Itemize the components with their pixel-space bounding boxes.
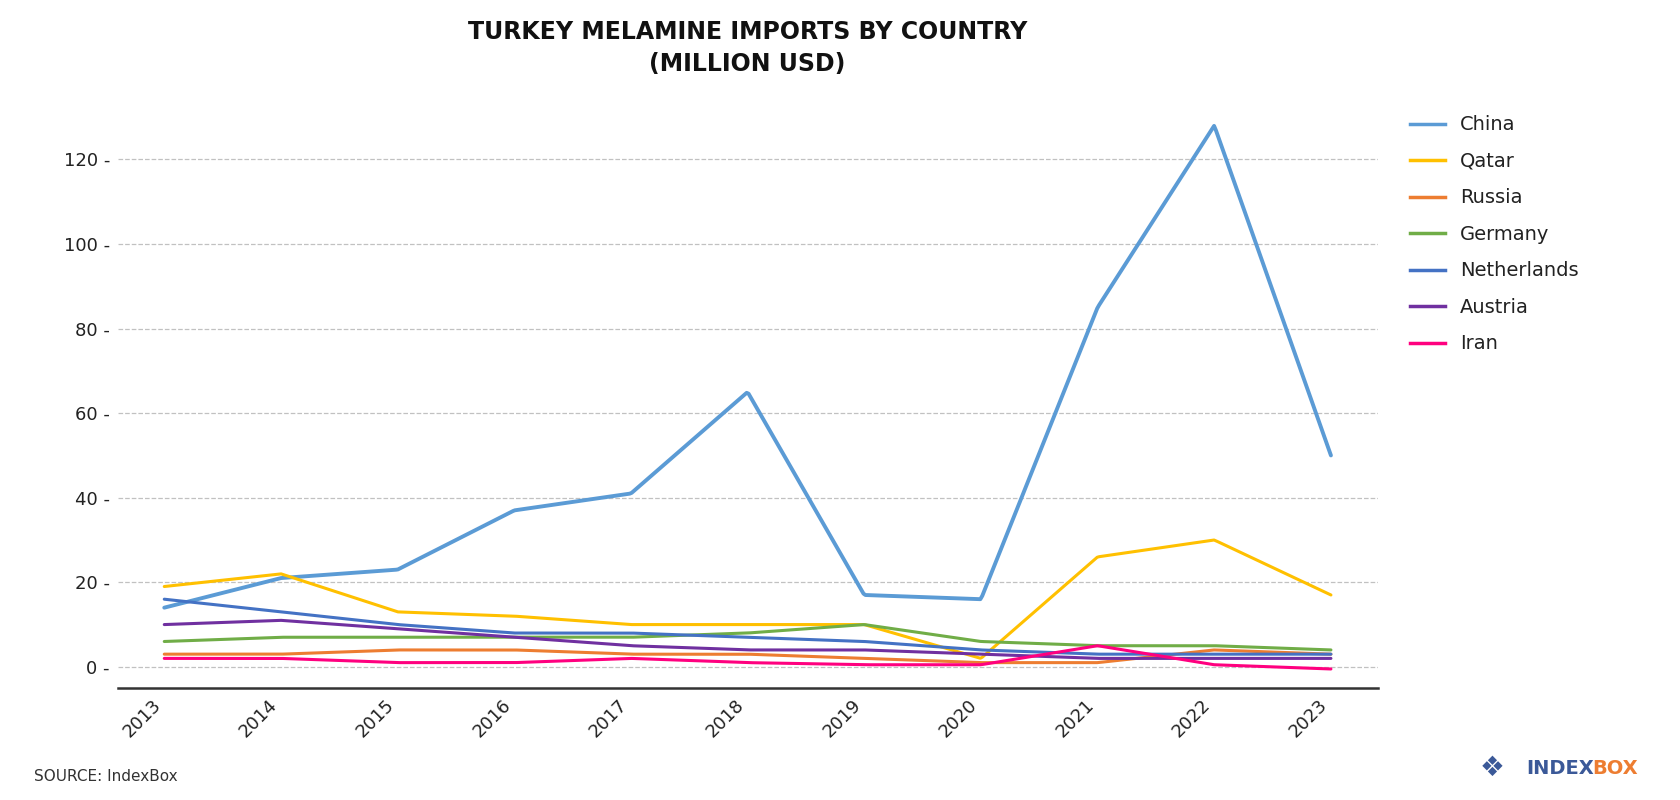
Russia <box>973 658 993 667</box>
Iran <box>1320 664 1341 674</box>
Russia <box>361 646 381 656</box>
Netherlands <box>1089 650 1109 659</box>
Qatar <box>454 610 474 619</box>
Line: Netherlands: Netherlands <box>165 599 1331 654</box>
Line: Iran: Iran <box>165 646 1331 669</box>
Qatar <box>682 620 702 630</box>
Iran <box>361 657 381 666</box>
China <box>361 566 381 576</box>
Russia <box>936 657 956 666</box>
Netherlands <box>454 625 474 634</box>
Germany <box>853 620 874 630</box>
China <box>842 569 862 578</box>
Qatar <box>155 582 175 591</box>
Austria <box>455 629 475 638</box>
China <box>1320 450 1341 460</box>
Iran <box>155 654 175 663</box>
China <box>934 593 954 602</box>
Austria <box>936 648 956 658</box>
Text: INDEX: INDEX <box>1525 758 1594 778</box>
China <box>155 603 175 613</box>
Russia <box>1037 658 1057 667</box>
Austria <box>155 620 175 630</box>
Russia <box>684 650 704 659</box>
Iran <box>1033 650 1053 659</box>
Russia <box>455 645 475 654</box>
Germany <box>1320 645 1341 654</box>
Qatar <box>971 654 991 663</box>
Austria <box>684 643 704 653</box>
Netherlands <box>361 617 381 626</box>
Austria <box>1089 654 1109 663</box>
Germany <box>682 630 702 640</box>
China <box>1033 440 1053 450</box>
Iran <box>1087 641 1107 650</box>
Germany <box>361 633 381 642</box>
Austria <box>270 615 291 625</box>
Russia <box>843 654 864 663</box>
Line: Germany: Germany <box>165 625 1331 650</box>
Iran <box>682 656 702 666</box>
Germany <box>1035 639 1055 649</box>
Germany <box>842 621 862 630</box>
China <box>1205 121 1225 130</box>
Text: BOX: BOX <box>1593 758 1638 778</box>
Netherlands <box>1033 647 1053 657</box>
Netherlands <box>934 642 954 652</box>
Title: TURKEY MELAMINE IMPORTS BY COUNTRY
(MILLION USD): TURKEY MELAMINE IMPORTS BY COUNTRY (MILL… <box>469 20 1026 76</box>
Russia <box>155 650 175 659</box>
Austria <box>1035 652 1055 662</box>
Austria <box>1320 654 1341 663</box>
China <box>454 531 474 541</box>
Text: ❖: ❖ <box>1480 754 1504 782</box>
Russia <box>1320 650 1341 659</box>
Netherlands <box>155 594 175 604</box>
China <box>682 435 702 445</box>
Text: SOURCE: IndexBox: SOURCE: IndexBox <box>34 769 176 784</box>
Qatar <box>1320 590 1341 600</box>
Netherlands <box>1320 650 1341 659</box>
Austria <box>843 645 864 654</box>
Qatar <box>361 598 381 608</box>
Line: Qatar: Qatar <box>165 540 1331 658</box>
Germany <box>155 637 175 646</box>
Netherlands <box>842 636 862 646</box>
Germany <box>936 631 956 641</box>
Qatar <box>1035 598 1055 608</box>
Qatar <box>934 642 954 652</box>
Iran <box>934 660 954 670</box>
Iran <box>454 658 474 667</box>
Austria <box>363 622 383 632</box>
Qatar <box>842 620 862 630</box>
Germany <box>454 633 474 642</box>
Russia <box>388 645 408 654</box>
Netherlands <box>682 630 702 640</box>
Line: Russia: Russia <box>165 650 1331 662</box>
Legend: China, Qatar, Russia, Germany, Netherlands, Austria, Iran: China, Qatar, Russia, Germany, Netherlan… <box>1399 106 1589 363</box>
Line: China: China <box>165 126 1331 608</box>
Line: Austria: Austria <box>165 620 1331 658</box>
Iran <box>842 660 862 670</box>
Qatar <box>1205 535 1225 545</box>
